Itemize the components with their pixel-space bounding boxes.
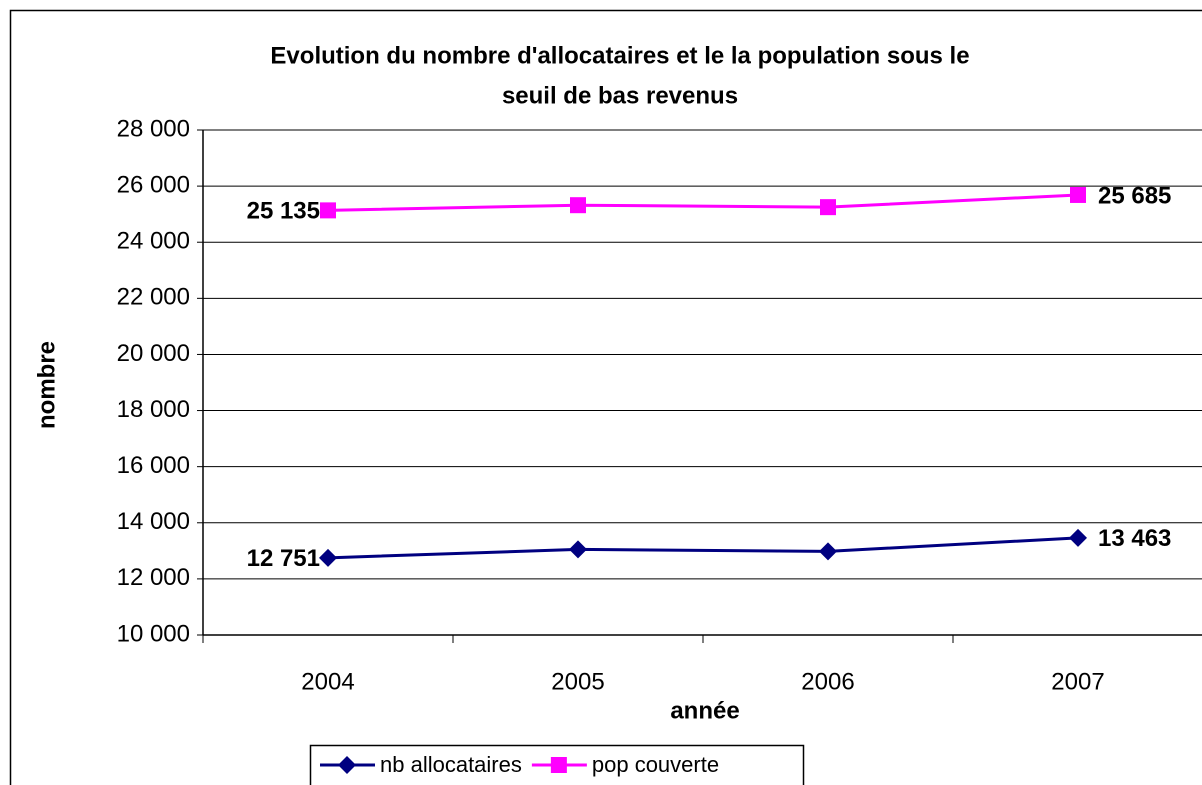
y-axis-label: nombre [33, 341, 60, 429]
x-tick-label: 2005 [551, 668, 604, 695]
chart-title: Evolution du nombre d'allocataires et le… [270, 42, 969, 69]
y-tick-label: 22 000 [117, 284, 190, 311]
data-label: 25 685 [1098, 182, 1171, 209]
y-tick-label: 10 000 [117, 620, 190, 647]
data-point [569, 540, 587, 559]
y-tick-label: 24 000 [117, 228, 190, 255]
legend-marker [338, 756, 356, 774]
y-tick-label: 16 000 [117, 452, 190, 479]
y-tick-label: 20 000 [117, 340, 190, 367]
legend-label: nb allocataires [380, 752, 522, 777]
chart-title: seuil de bas revenus [502, 82, 738, 109]
legend-label: pop couverte [592, 752, 719, 777]
y-tick-label: 28 000 [117, 115, 190, 142]
data-point [319, 548, 337, 567]
series-line [327, 193, 1079, 212]
y-tick-label: 26 000 [117, 171, 190, 198]
y-tick-label: 18 000 [117, 396, 190, 423]
x-tick-label: 2004 [301, 668, 354, 695]
x-tick-label: 2006 [801, 668, 854, 695]
y-tick-label: 14 000 [117, 508, 190, 535]
data-point [570, 197, 586, 214]
x-tick-label: 2007 [1051, 668, 1104, 695]
data-point [820, 199, 836, 216]
x-axis-label: année [670, 697, 739, 724]
data-point [320, 202, 336, 219]
data-label: 13 463 [1098, 525, 1171, 552]
data-point [1069, 528, 1087, 547]
legend-marker [550, 757, 567, 773]
y-tick-label: 12 000 [117, 564, 190, 591]
data-point [819, 542, 837, 561]
data-label: 25 135 [247, 198, 320, 225]
data-label: 12 751 [247, 545, 320, 572]
series-line [327, 536, 1079, 560]
chart-frame [9, 9, 1202, 785]
data-point [1070, 186, 1086, 203]
